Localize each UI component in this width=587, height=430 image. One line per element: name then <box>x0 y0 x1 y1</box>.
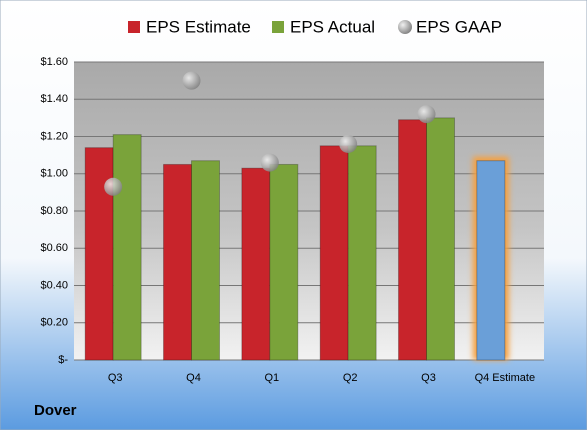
legend-label: EPS GAAP <box>416 17 502 36</box>
legend-label: EPS Actual <box>290 17 375 36</box>
gaap-point <box>417 105 436 124</box>
y-tick-label: $1.20 <box>40 130 68 142</box>
x-tick-label: Q2 <box>343 372 358 384</box>
legend-swatch <box>398 20 412 34</box>
bar <box>347 145 377 361</box>
bar <box>84 147 114 361</box>
bar <box>241 167 271 361</box>
y-tick-label: $0.20 <box>40 317 68 329</box>
y-tick-label: $- <box>58 354 68 366</box>
y-tick-label: $0.40 <box>40 279 68 291</box>
bar <box>398 119 427 361</box>
x-tick-label: Q1 <box>264 372 279 384</box>
y-tick-label: $0.80 <box>40 205 68 217</box>
y-tick-label: $1.00 <box>40 168 68 180</box>
legend-swatch <box>272 21 284 33</box>
x-tick-label: Q4 Estimate <box>475 372 536 384</box>
gaap-point <box>260 153 279 172</box>
legend-label: EPS Estimate <box>146 17 251 36</box>
bar <box>191 160 220 361</box>
legend: EPS Estimate EPS Actual EPS GAAP <box>128 17 502 36</box>
bar <box>476 160 506 361</box>
bar <box>163 163 192 361</box>
bar <box>319 145 349 361</box>
chart-title: Dover <box>34 402 77 419</box>
bar <box>426 117 455 361</box>
x-tick-label: Q3 <box>108 372 123 384</box>
bar <box>112 134 142 361</box>
y-tick-label: $1.40 <box>40 93 68 105</box>
gaap-point <box>104 177 123 196</box>
y-tick-label: $1.60 <box>40 56 68 68</box>
gaap-point <box>339 134 358 153</box>
x-tick-label: Q4 <box>186 372 201 384</box>
legend-swatch <box>128 21 140 33</box>
y-tick-label: $0.60 <box>40 242 68 254</box>
gaap-point <box>182 71 201 90</box>
bar <box>269 163 299 361</box>
x-tick-label: Q3 <box>421 372 436 384</box>
